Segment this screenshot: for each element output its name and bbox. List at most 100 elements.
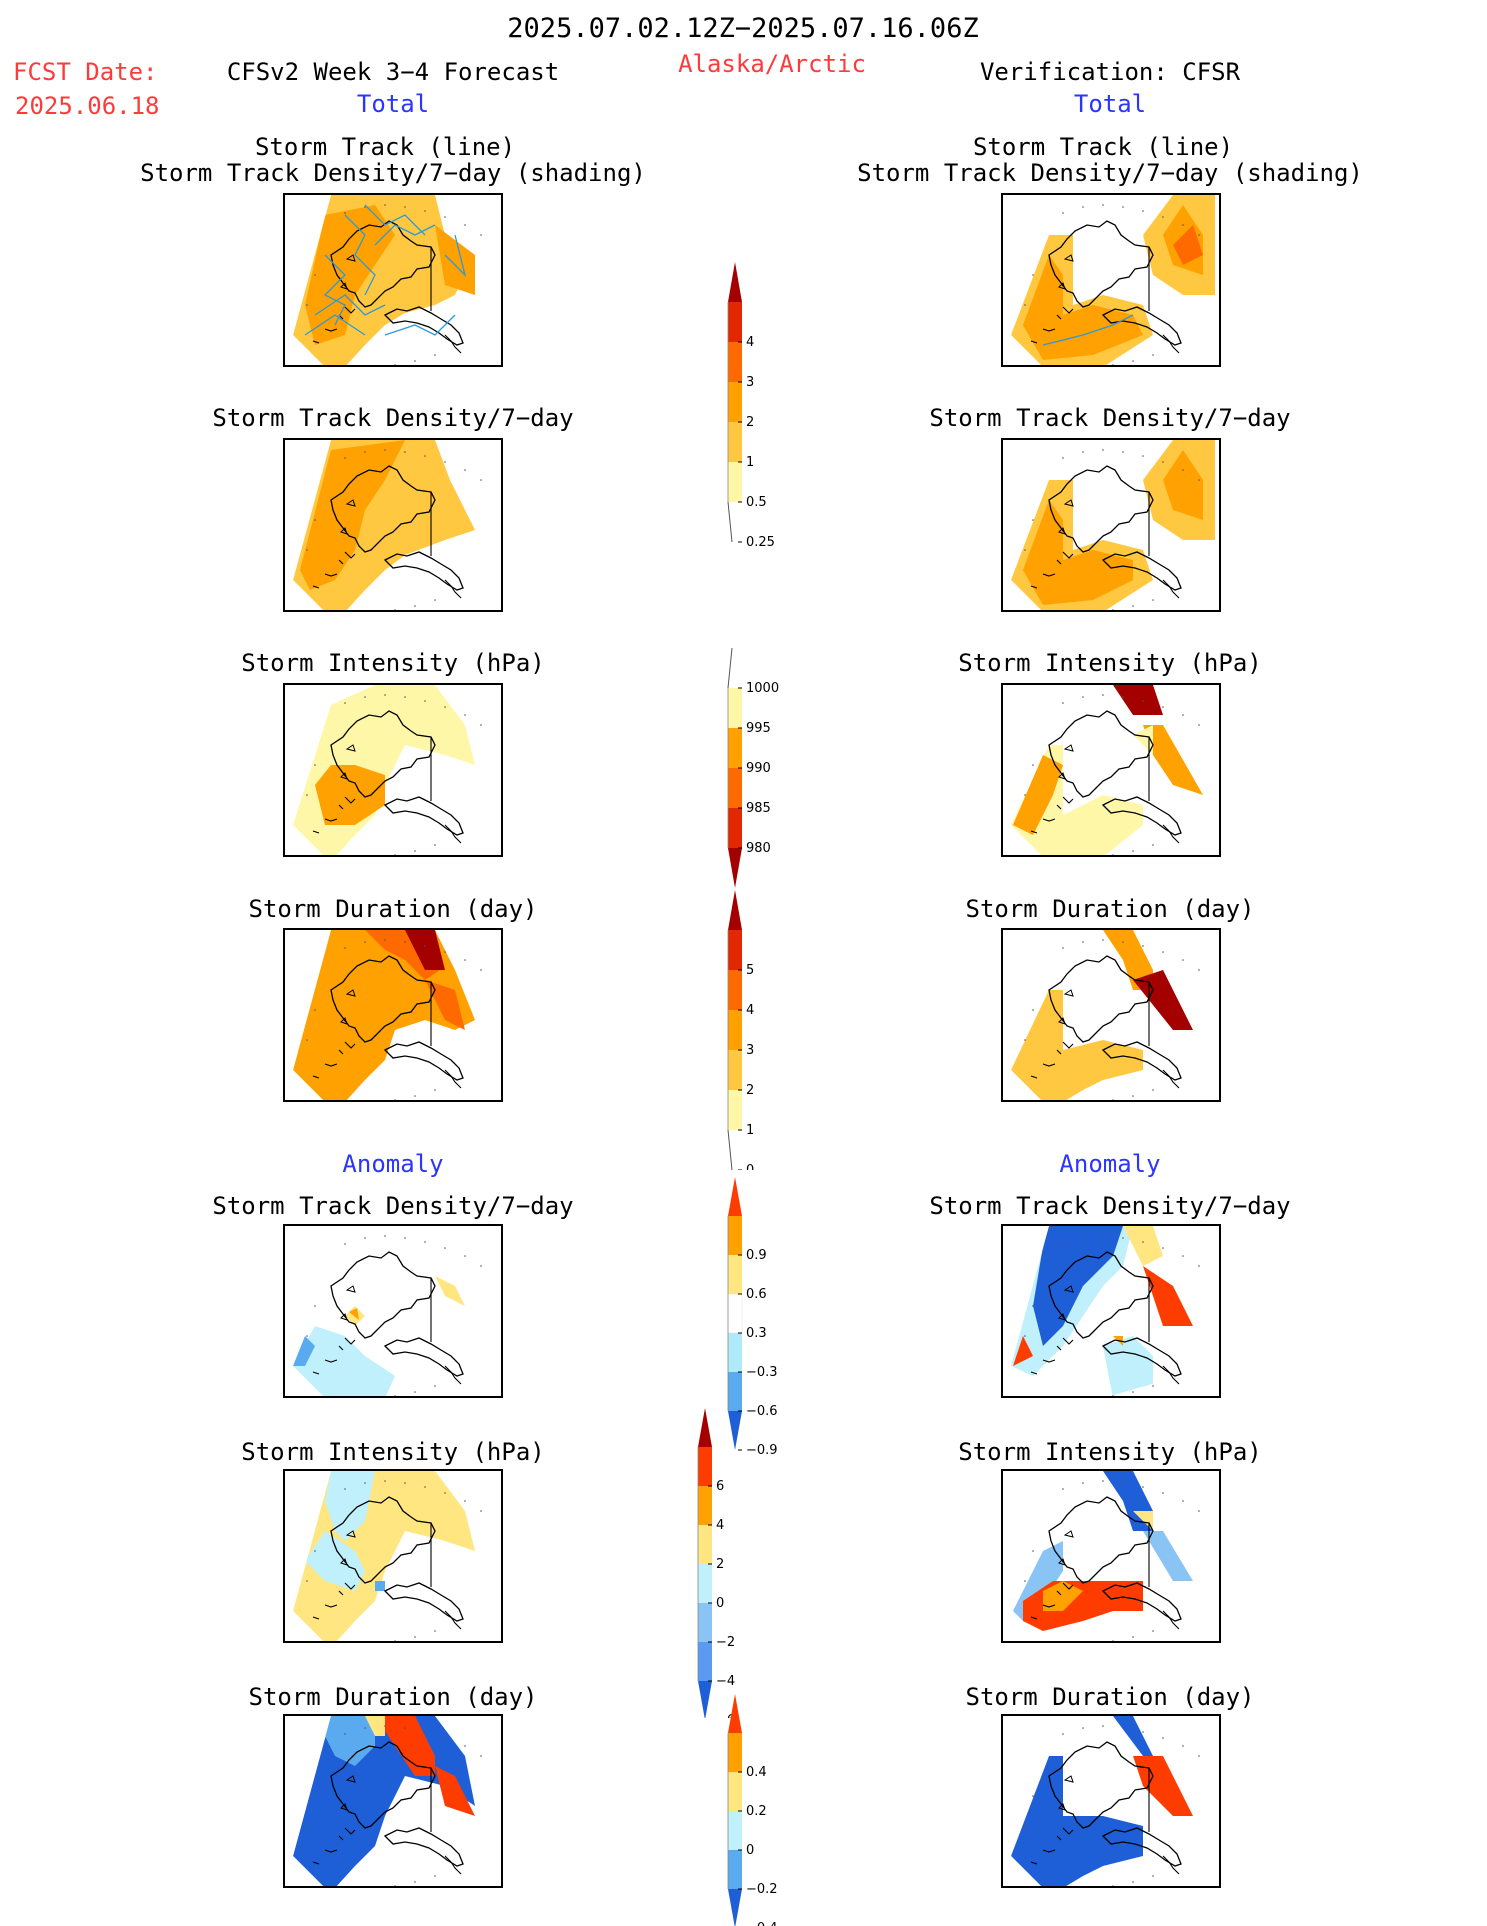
anom_density-label-1: 0.6 [746,1287,767,1302]
intensity-swatch-0 [728,688,742,728]
anom_density-label-0: 0.9 [746,1248,767,1263]
anom_density-label-5: −0.9 [746,1443,778,1457]
colorbar-duration: 5 4 3 2 1 0 [727,890,754,1170]
anom_intensity-swatch-4 [698,1603,712,1642]
colorbar-anom-density: 0.9 0.6 0.3 −0.3 −0.6 −0.9 [727,1177,778,1457]
right-title-intensity: Storm Intensity (hPa) [958,649,1262,677]
intensity-swatch-3 [728,808,742,848]
density-label-3: 1 [746,455,754,470]
intensity-cap-bottom [728,848,742,888]
right-anomaly-label: Anomaly [1059,1150,1161,1178]
left-anomaly-label: Anomaly [342,1150,444,1178]
anom_density-cap-top [728,1177,742,1216]
date-range-title: 2025.07.02.12Z−2025.07.16.06Z [507,13,979,44]
density-label-2: 2 [746,415,754,430]
intensity-label-2: 990 [746,761,771,776]
intensity-label-0: 1000 [746,681,779,696]
duration-swatch-0 [728,930,742,970]
anom_duration-label-4: −0.4 [746,1921,778,1926]
left-title-anom-density: Storm Track Density/7−day [212,1192,574,1220]
left-title-anom-duration: Storm Duration (day) [248,1683,538,1711]
density-swatch-2 [728,382,742,422]
right-title-track-line: Storm Track (line) [972,133,1234,161]
verification-title: Verification: CFSR [979,58,1241,86]
anom_density-swatch-4 [728,1372,742,1411]
density-swatch-4 [728,462,742,502]
map-left-anom-duration [283,1714,503,1888]
anom_density-swatch-1 [728,1255,742,1294]
anom_intensity-label-1: 4 [716,1518,724,1533]
intensity-label-3: 985 [746,801,771,816]
map-right-track [1001,193,1221,367]
anom_duration-label-1: 0.2 [746,1804,767,1819]
map-left-anom-density [283,1224,503,1398]
duration-label-0: 5 [746,963,754,978]
intensity-swatch-2 [728,768,742,808]
model-title: CFSv2 Week 3−4 Forecast [226,58,560,86]
map-left-intensity [283,683,503,857]
anom_intensity-label-2: 2 [716,1557,724,1572]
intensity-label-1: 995 [746,721,771,736]
duration-label-2: 3 [746,1043,754,1058]
duration-swatch-2 [728,1010,742,1050]
density-cap-top [728,262,742,302]
colorbar-anom-duration: 0.4 0.2 0 −0.2 −0.4 [727,1694,778,1926]
density-swatch-1 [728,342,742,382]
right-title-anom-duration: Storm Duration (day) [965,1683,1255,1711]
map-right-intensity [1001,683,1221,857]
duration-swatch-1 [728,970,742,1010]
intensity-label-4: 980 [746,841,771,856]
map-left-track [283,193,503,367]
duration-label-4: 1 [746,1123,754,1138]
anom_duration-cap-top [728,1694,742,1733]
density-label-4: 0.5 [746,495,767,510]
left-title-track-shading: Storm Track Density/7−day (shading) [140,159,646,187]
duration-swatch-4 [728,1090,742,1130]
left-title-duration: Storm Duration (day) [248,895,538,923]
intensity-swatch-1 [728,728,742,768]
duration-swatch-3 [728,1050,742,1090]
density-label-0: 4 [746,335,754,350]
left-title-anom-intensity: Storm Intensity (hPa) [241,1438,545,1466]
anom_intensity-label-4: −2 [716,1635,735,1650]
anom_duration-swatch-0 [728,1733,742,1772]
map-right-density [1001,438,1221,612]
right-title-track-shading: Storm Track Density/7−day (shading) [857,159,1363,187]
colorbar-intensity: 1000 995 990 985 980 [727,648,779,888]
anom_density-swatch-0 [728,1216,742,1255]
anom_density-swatch-2 [727,1293,743,1334]
anom_duration-swatch-3 [728,1850,742,1889]
density-swatch-3 [728,422,742,462]
fcst-date-value: 2025.06.18 [15,92,160,120]
region-title: Alaska/Arctic [678,50,866,78]
duration-cap-top [728,890,742,930]
map-right-anom-intensity [1001,1469,1221,1643]
anom_duration-label-0: 0.4 [746,1765,767,1780]
right-total-label: Total [1073,90,1147,118]
map-right-anom-density [1001,1224,1221,1398]
anom_density-label-4: −0.6 [746,1404,778,1419]
duration-tail-bottom [727,1129,733,1170]
duration-label-5: 0 [746,1163,754,1170]
anom_density-swatch-3 [728,1333,742,1372]
map-left-density [283,438,503,612]
anom_density-label-2: 0.3 [746,1326,767,1341]
anom_intensity-cap-bottom [698,1681,712,1718]
intensity-tail-top [727,648,733,689]
anom_intensity-swatch-2 [698,1525,712,1564]
map-left-anom-intensity [283,1469,503,1643]
anom_intensity-label-0: 6 [716,1479,724,1494]
map-left-duration [283,928,503,1102]
anom_density-cap-bottom [728,1411,742,1450]
right-title-duration: Storm Duration (day) [965,895,1255,923]
anom_duration-label-3: −0.2 [746,1882,778,1897]
density-label-1: 3 [746,375,754,390]
anom_intensity-label-5: −4 [716,1674,735,1689]
fcst-date-label: FCST Date: [13,58,158,86]
anom_intensity-swatch-5 [698,1642,712,1681]
colorbar-density: 4 3 2 1 0.5 0.25 [727,262,775,547]
anom_intensity-label-6: −6 [716,1713,735,1718]
anom_density-label-3: −0.3 [746,1365,778,1380]
anom_intensity-swatch-0 [698,1447,712,1486]
right-title-anom-density: Storm Track Density/7−day [929,1192,1291,1220]
